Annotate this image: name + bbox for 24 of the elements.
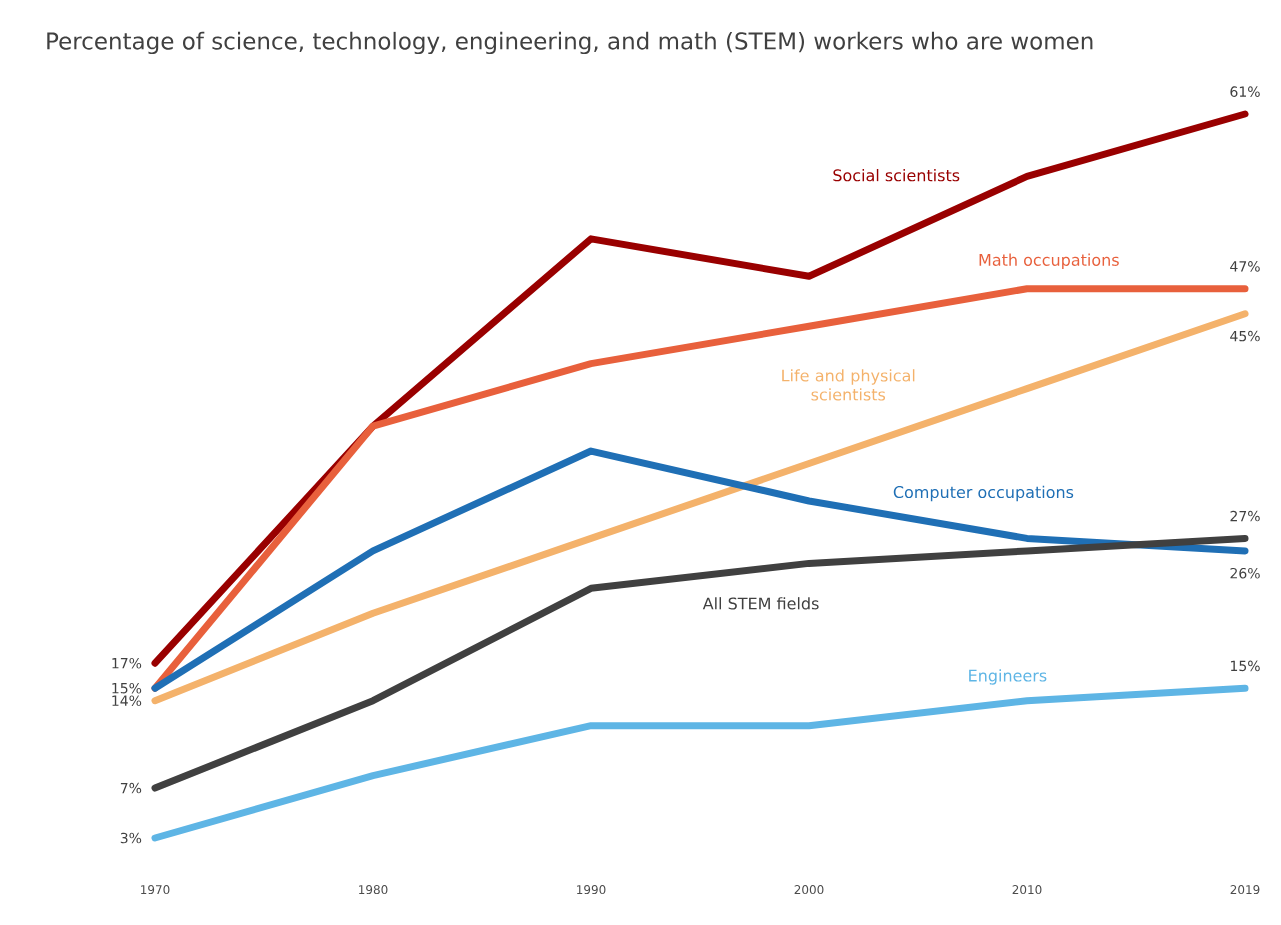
data-label: 3% [120,832,142,844]
data-label: 17% [112,657,142,669]
data-label: 61% [1230,86,1260,97]
data-label: 45% [1230,330,1260,342]
series-label: All STEM fields [702,597,819,610]
x-tick-label: 1990 [577,885,606,895]
x-tick-label: 2019 [1230,885,1260,895]
x-tick-label: 2000 [794,885,824,895]
data-label: 14% [112,695,142,706]
x-tick-label: 1980 [359,885,388,895]
data-label: 27% [1230,510,1260,522]
series-label: Engineers [969,669,1047,685]
data-label: 15% [112,682,142,694]
data-label: 7% [120,782,142,794]
series-label: Computer occupations [893,485,1074,502]
data-label: 26% [1230,567,1260,579]
series-label: Math occupations [979,253,1119,270]
data-label: 15% [1230,660,1260,672]
series-label: Life and physical scientists [782,369,915,401]
x-tick-label: 2010 [1012,885,1042,895]
chart-title: Percentage of science, technology, engineering, and math (STEM) workers who are women [47,31,1093,55]
series-label: Social scientists [833,168,960,182]
x-tick-label: 1970 [141,885,170,895]
data-label: 47% [1230,261,1260,272]
